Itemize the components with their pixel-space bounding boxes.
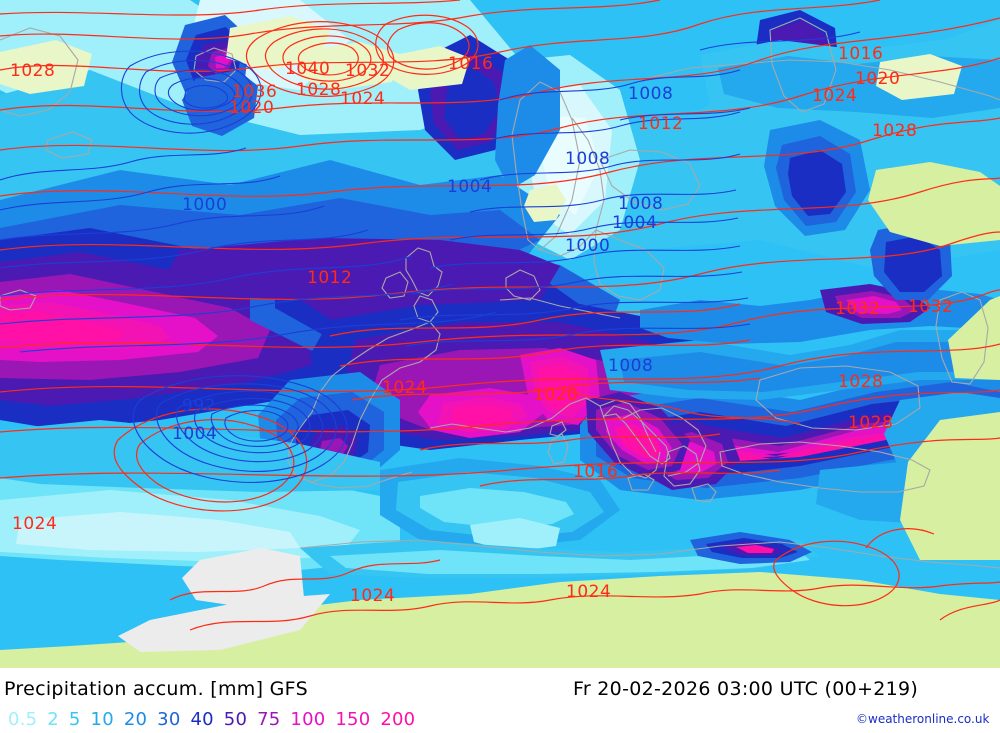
scale-step-40[interactable]: 40 (190, 708, 214, 730)
thickness-contour-layer (0, 31, 861, 483)
map-footer: Precipitation accum. [mm] GFS Fr 20-02-2… (0, 668, 1000, 733)
scale-step-10[interactable]: 10 (90, 708, 114, 730)
product-title: Precipitation accum. [mm] GFS (4, 678, 308, 700)
precipitation-map[interactable]: 1028 1040 1032 1036 1028 1024 1020 1016 1016 1020… (0, 0, 1000, 668)
copyright-label: ©weatheronline.co.uk (856, 712, 990, 726)
scale-step-75[interactable]: 75 (257, 708, 281, 730)
valid-time-label: Fr 20-02-2026 03:00 UTC (00+219) (573, 678, 919, 700)
scale-step-0.5[interactable]: 0.5 (8, 708, 38, 730)
scale-step-5[interactable]: 5 (68, 708, 81, 730)
coastline-layer (0, 17, 1000, 569)
scale-step-50[interactable]: 50 (223, 708, 248, 730)
scale-step-30[interactable]: 30 (157, 708, 181, 730)
isobar-layer (0, 0, 1000, 631)
scale-step-100[interactable]: 100 (290, 708, 326, 730)
scale-step-20[interactable]: 20 (123, 708, 148, 730)
scale-step-200[interactable]: 200 (380, 708, 416, 730)
precipitation-color-scale[interactable]: 0.5 2 5 10 20 30 40 50 75 100 150 200 (8, 708, 425, 730)
precip-shading-layer (0, 0, 1000, 574)
scale-step-150[interactable]: 150 (335, 708, 371, 730)
scale-step-2[interactable]: 2 (47, 708, 59, 730)
land-layer (0, 16, 1000, 668)
